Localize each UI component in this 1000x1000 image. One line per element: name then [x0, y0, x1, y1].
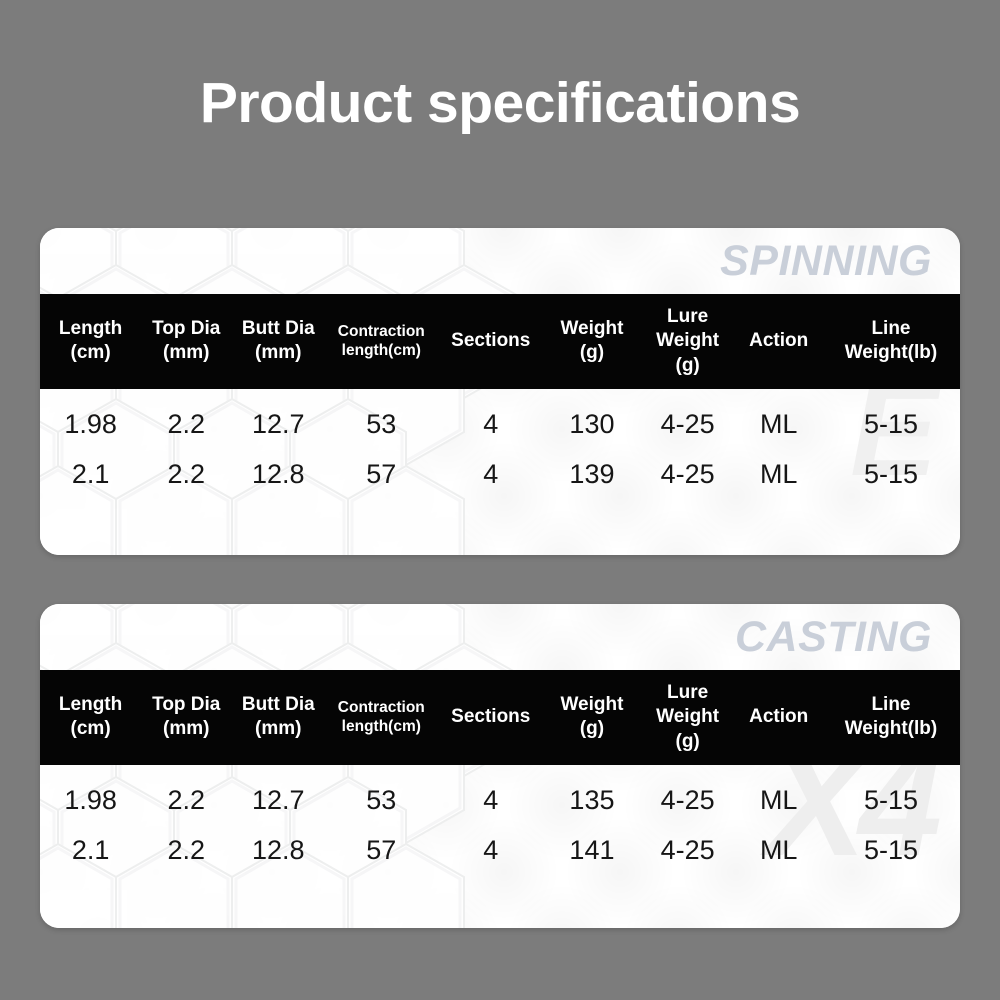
brand-label-casting: CASTING	[735, 612, 932, 661]
column-header-length-unit: (cm)	[70, 342, 111, 364]
cell-contraction: 53	[366, 408, 397, 439]
cell-contraction: 57	[366, 458, 397, 489]
column-header-lure-weight: Lure Weight (g)	[639, 294, 736, 389]
spec-table-spinning: Length (cm) Top Dia (mm) Butt Dia (mm) C…	[40, 294, 960, 503]
column-header-line-unit: Weight(lb)	[844, 718, 938, 740]
column-header-line-weight: Line Weight(lb)	[821, 670, 960, 765]
column-header-line-title: Line	[871, 694, 911, 716]
column-header-top-dia-title: Top Dia	[152, 694, 221, 716]
cell-butt-dia: 12.7	[251, 408, 305, 439]
column-header-contraction-title: Contraction	[337, 322, 425, 340]
cell-action: ML	[759, 408, 798, 439]
cell-weight: 141	[569, 834, 615, 865]
column-header-top-dia: Top Dia (mm)	[141, 294, 232, 389]
cell-sections: 4	[483, 458, 499, 489]
column-header-lure-unit: (g)	[675, 354, 700, 376]
column-header-line-weight: Line Weight(lb)	[821, 294, 960, 389]
page-title: Product specifications	[199, 71, 801, 135]
column-header-lure-line1: Lure	[667, 306, 709, 327]
cell-sections: 4	[483, 408, 499, 439]
column-header-sections: Sections	[437, 670, 545, 765]
column-header-top-dia-title: Top Dia	[152, 318, 221, 340]
table-row: 2.1 2.2 12.8 57 4 139 4-25 ML 5-15	[40, 446, 960, 503]
cell-lure-weight: 4-25	[660, 408, 715, 439]
spec-table-casting: Length (cm) Top Dia (mm) Butt Dia (mm) C…	[40, 670, 960, 879]
column-header-length-title: Length	[58, 694, 123, 716]
cell-top-dia: 2.2	[167, 834, 206, 865]
cell-lure-weight: 4-25	[660, 458, 715, 489]
column-header-top-dia-unit: (mm)	[163, 342, 210, 364]
column-header-length-unit: (cm)	[70, 718, 111, 740]
column-header-line-unit: Weight(lb)	[844, 342, 938, 364]
cell-action: ML	[759, 834, 798, 865]
brand-strip-casting: CASTING	[40, 604, 960, 670]
table-row: 1.98 2.2 12.7 53 4 130 4-25 ML 5-15	[40, 389, 960, 446]
cell-length: 1.98	[64, 408, 117, 439]
column-header-contraction: Contraction length(cm)	[325, 294, 438, 389]
column-header-action: Action	[735, 294, 822, 389]
cell-sections: 4	[483, 784, 499, 815]
cell-length: 1.98	[64, 784, 117, 815]
column-header-lure-line2: Weight	[656, 706, 720, 728]
column-header-weight-unit: (g)	[579, 718, 605, 740]
table-header-row: Length (cm) Top Dia (mm) Butt Dia (mm) C…	[40, 294, 960, 389]
brand-strip-spinning: SPINNING	[40, 228, 960, 294]
column-header-action: Action	[735, 670, 822, 765]
column-header-line-title: Line	[871, 318, 911, 340]
column-header-butt-dia-unit: (mm)	[255, 718, 302, 740]
column-header-lure-unit: (g)	[675, 730, 700, 752]
cell-action: ML	[759, 458, 798, 489]
table-header-row: Length (cm) Top Dia (mm) Butt Dia (mm) C…	[40, 670, 960, 765]
column-header-contraction-unit: length(cm)	[341, 718, 421, 736]
cell-butt-dia: 12.7	[251, 784, 305, 815]
cell-top-dia: 2.2	[167, 408, 206, 439]
column-header-top-dia-unit: (mm)	[163, 718, 210, 740]
cell-weight: 130	[569, 408, 615, 439]
cell-butt-dia: 12.8	[251, 458, 305, 489]
column-header-lure-line1: Lure	[667, 682, 709, 703]
cell-weight: 135	[569, 784, 615, 815]
spec-card-spinning: E SPINNING Length (cm) Top Dia (mm) Butt…	[40, 228, 960, 555]
column-header-weight-unit: (g)	[579, 342, 605, 364]
column-header-weight-title: Weight	[560, 318, 624, 340]
cell-action: ML	[759, 784, 798, 815]
column-header-lure-weight: Lure Weight (g)	[639, 670, 736, 765]
spec-card-casting: X4 CASTING Length (cm) Top Dia (mm) Butt…	[40, 604, 960, 928]
column-header-length: Length (cm)	[40, 670, 142, 765]
table-row: 1.98 2.2 12.7 53 4 135 4-25 ML 5-15	[40, 765, 960, 822]
cell-line-weight: 5-15	[863, 834, 918, 865]
column-header-butt-dia: Butt Dia (mm)	[231, 670, 326, 765]
brand-label-spinning: SPINNING	[720, 236, 932, 285]
column-header-weight: Weight (g)	[544, 294, 640, 389]
column-header-contraction-unit: length(cm)	[341, 342, 421, 360]
column-header-contraction: Contraction length(cm)	[325, 670, 438, 765]
column-header-butt-dia: Butt Dia (mm)	[231, 294, 326, 389]
cell-length: 2.1	[71, 458, 110, 489]
table-row: 2.1 2.2 12.8 57 4 141 4-25 ML 5-15	[40, 822, 960, 879]
column-header-butt-dia-unit: (mm)	[255, 342, 302, 364]
column-header-sections: Sections	[437, 294, 545, 389]
column-header-length: Length (cm)	[40, 294, 142, 389]
cell-contraction: 57	[366, 834, 397, 865]
column-header-butt-dia-title: Butt Dia	[241, 694, 315, 716]
column-header-top-dia: Top Dia (mm)	[141, 670, 232, 765]
column-header-weight-title: Weight	[560, 694, 624, 716]
cell-sections: 4	[483, 834, 499, 865]
cell-butt-dia: 12.8	[251, 834, 305, 865]
cell-top-dia: 2.2	[167, 784, 206, 815]
cell-length: 2.1	[71, 834, 110, 865]
column-header-weight: Weight (g)	[544, 670, 640, 765]
cell-line-weight: 5-15	[863, 408, 918, 439]
column-header-butt-dia-title: Butt Dia	[241, 318, 315, 340]
column-header-length-title: Length	[58, 318, 123, 340]
cell-top-dia: 2.2	[167, 458, 206, 489]
cell-contraction: 53	[366, 784, 397, 815]
cell-line-weight: 5-15	[863, 458, 918, 489]
cell-weight: 139	[569, 458, 615, 489]
column-header-lure-line2: Weight	[656, 330, 720, 352]
column-header-contraction-title: Contraction	[337, 698, 425, 716]
cell-line-weight: 5-15	[863, 784, 918, 815]
cell-lure-weight: 4-25	[660, 784, 715, 815]
cell-lure-weight: 4-25	[660, 834, 715, 865]
